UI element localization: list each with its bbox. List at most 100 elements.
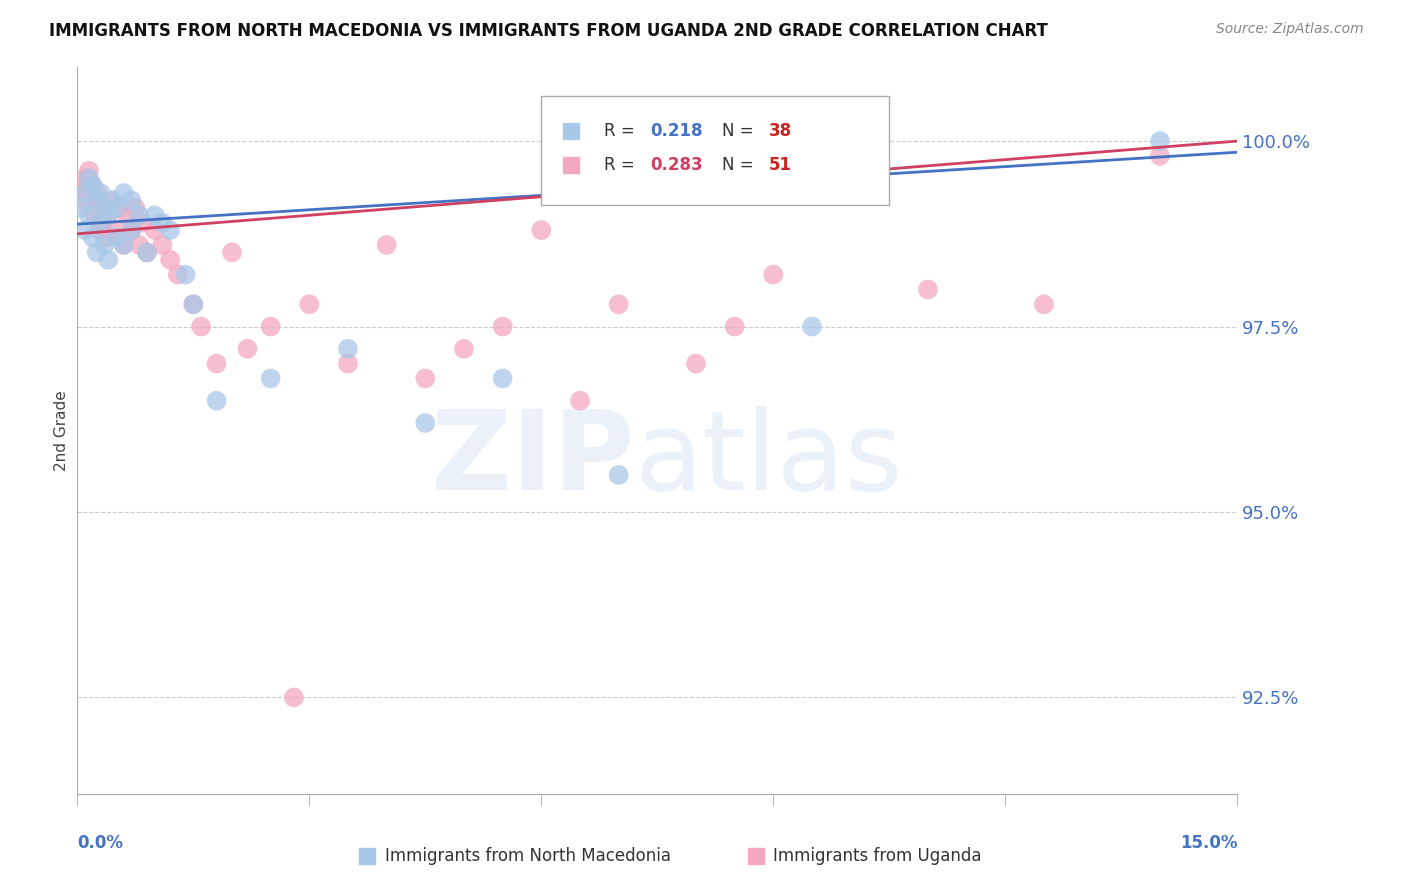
Point [124,201,146,215]
Point [82,178,104,193]
Point [132,216,155,230]
Point [108,201,131,215]
Point [105,201,127,215]
Point [183,297,205,311]
Point [183,297,205,311]
Text: atlas: atlas [634,406,903,513]
Point [159,252,181,267]
Point [90,194,111,208]
Point [82,230,104,244]
Text: 0.283: 0.283 [651,156,703,174]
Point [75,223,96,237]
Text: R =: R = [605,122,640,140]
Point [80,201,103,215]
Point [97,252,120,267]
Point [413,371,436,385]
Point [762,268,785,282]
Point [112,186,135,200]
Point [70,178,93,193]
Text: IMMIGRANTS FROM NORTH MACEDONIA VS IMMIGRANTS FROM UGANDA 2ND GRADE CORRELATION : IMMIGRANTS FROM NORTH MACEDONIA VS IMMIG… [49,22,1047,40]
Text: Source: ZipAtlas.com: Source: ZipAtlas.com [1216,22,1364,37]
Point [283,690,305,705]
Point [77,208,100,222]
Point [336,342,359,356]
Text: N =: N = [723,122,759,140]
Point [1032,297,1054,311]
Point [221,245,243,260]
Point [166,268,188,282]
Point [87,223,110,237]
Point [72,194,94,208]
Point [93,238,115,252]
Point [82,178,104,193]
Point [143,208,166,222]
Point [93,201,115,215]
Point [135,245,157,260]
Point [112,238,135,252]
Point [76,186,98,200]
Y-axis label: 2nd Grade: 2nd Grade [53,390,69,471]
Point [128,208,150,222]
Point [413,416,436,430]
Point [91,216,114,230]
Point [492,371,515,385]
Point [174,268,197,282]
Point [685,357,707,371]
Point [90,216,111,230]
Point [101,194,124,208]
Point [105,230,127,244]
Point [259,319,281,334]
Point [1149,134,1171,148]
Point [83,208,105,222]
Point [86,194,108,208]
Point [70,201,93,215]
Point [801,319,824,334]
Point [568,393,592,408]
Point [159,223,181,237]
Point [298,297,321,311]
Point [530,223,553,237]
Point [607,467,630,482]
Text: 0.0%: 0.0% [77,834,124,852]
Point [120,223,143,237]
Point [152,238,174,252]
Point [917,282,939,296]
Point [93,201,115,215]
Point [96,230,118,244]
Point [375,238,398,252]
Point [453,342,475,356]
Point [152,216,174,230]
Text: 38: 38 [769,122,792,140]
Text: 0.218: 0.218 [651,122,703,140]
Point [105,223,127,237]
Text: Immigrants from North Macedonia: Immigrants from North Macedonia [385,847,671,864]
Point [97,208,120,222]
Point [77,163,100,178]
Point [1149,149,1171,163]
Text: 15.0%: 15.0% [1180,834,1237,852]
Text: R =: R = [605,156,640,174]
Point [190,319,212,334]
Point [607,297,630,311]
Point [135,245,157,260]
Point [236,342,259,356]
Point [128,238,150,252]
Point [120,194,143,208]
Point [117,208,139,222]
Text: 51: 51 [769,156,792,174]
Point [77,171,100,186]
Point [492,319,515,334]
Point [205,393,228,408]
Point [101,194,124,208]
Text: Immigrants from Uganda: Immigrants from Uganda [773,847,981,864]
Point [143,223,166,237]
Point [75,171,96,186]
Point [75,186,96,200]
Point [97,208,120,222]
Point [120,223,143,237]
Point [112,238,135,252]
FancyBboxPatch shape [541,96,890,205]
Point [259,371,281,385]
Point [90,186,111,200]
Point [723,319,745,334]
